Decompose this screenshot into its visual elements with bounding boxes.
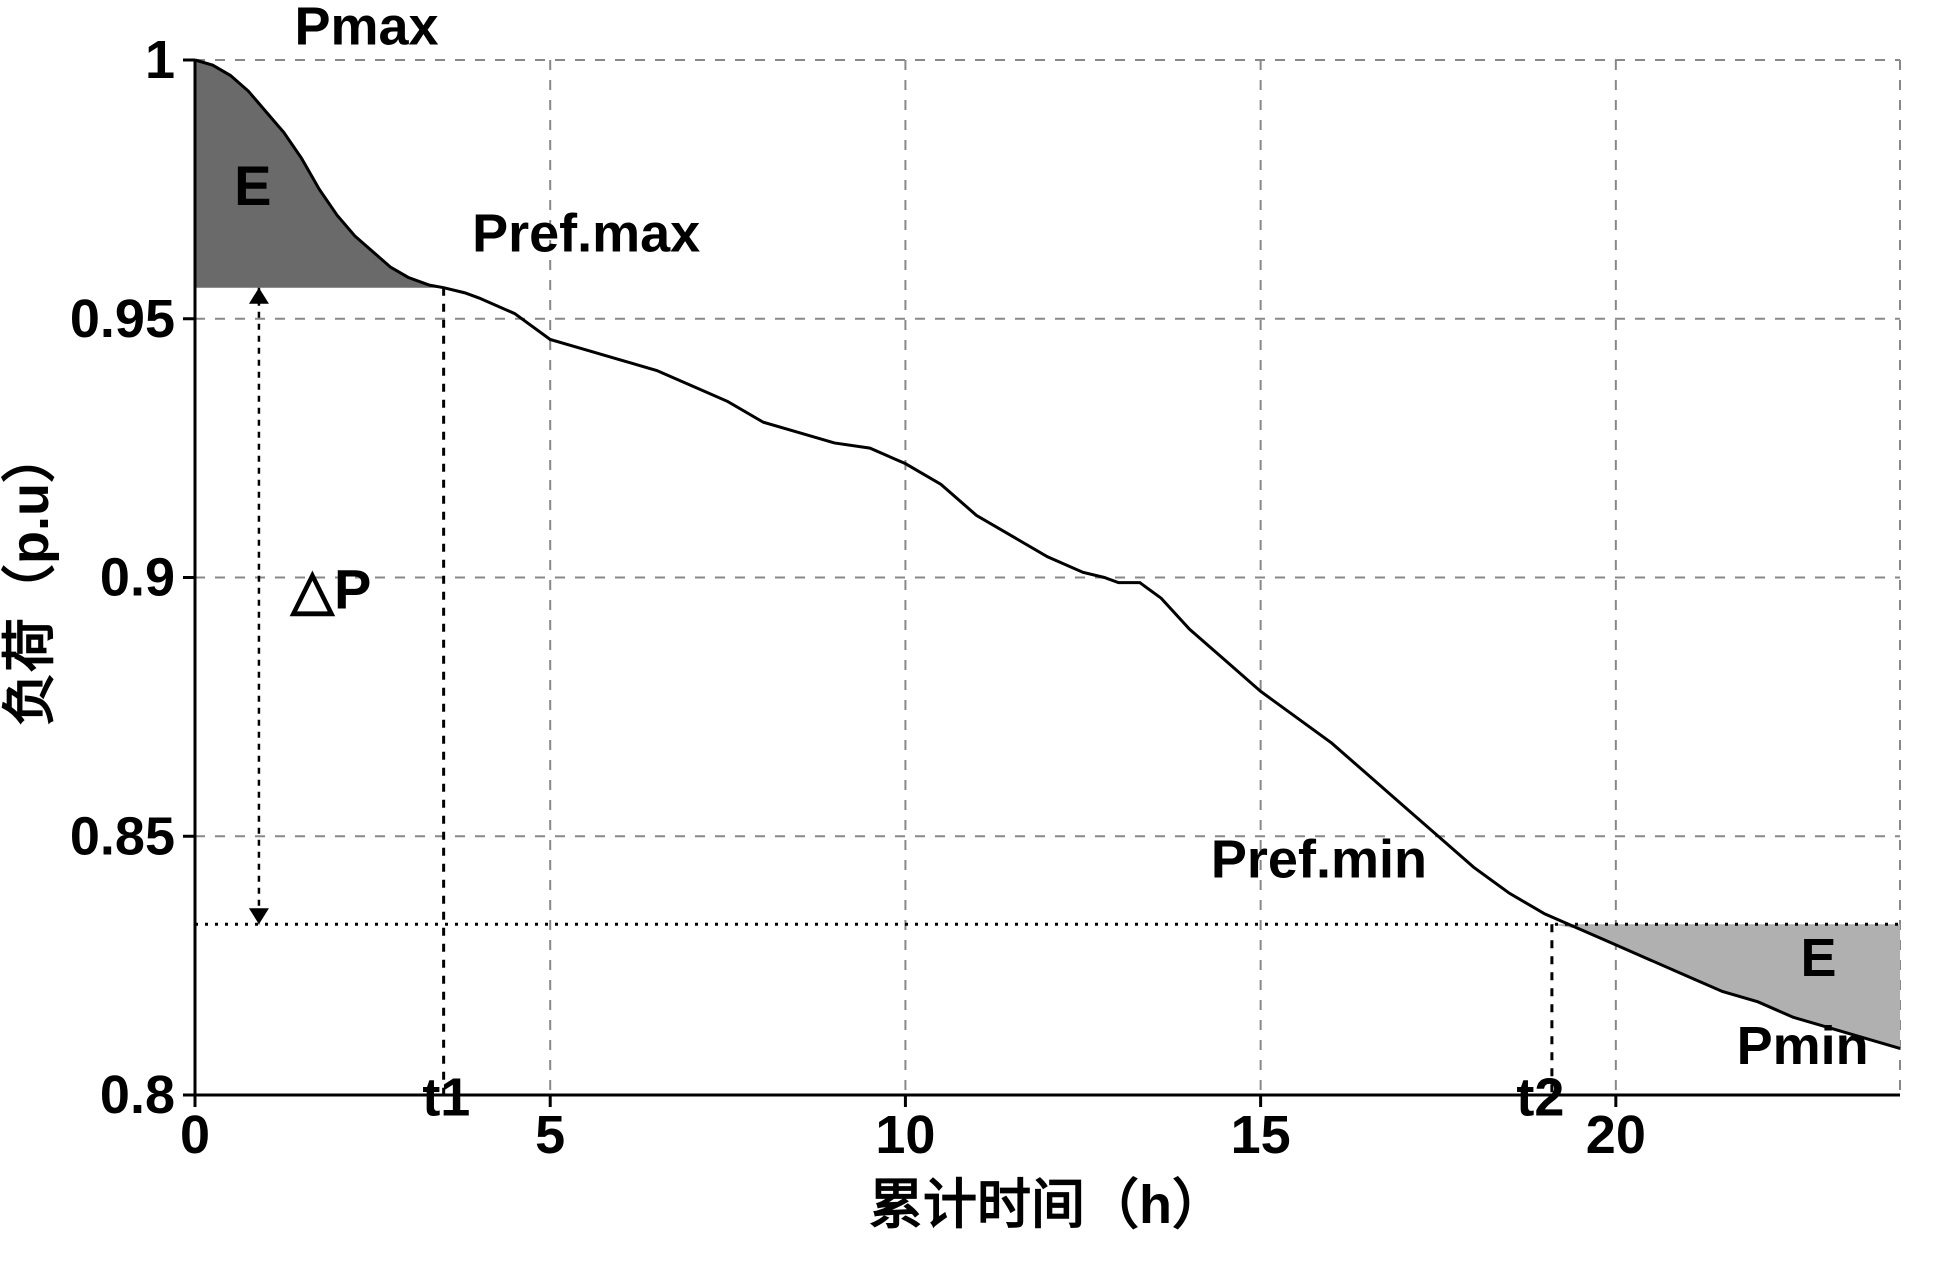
annotation-E_bot: E	[1801, 928, 1837, 988]
x-axis-label: 累计时间（h）	[869, 1175, 1226, 1235]
y-tick-label: 0.8	[100, 1065, 175, 1125]
annotation-Prefmax: Pref.max	[472, 203, 700, 263]
annotation-t1: t1	[422, 1068, 470, 1128]
x-tick-label: 15	[1231, 1105, 1291, 1165]
shaded-region-top	[195, 60, 444, 288]
y-tick-label: 0.95	[70, 289, 175, 349]
annotation-Pmin: Pmin	[1737, 1016, 1869, 1076]
x-tick-label: 20	[1586, 1105, 1646, 1165]
x-tick-label: 0	[180, 1105, 210, 1165]
y-tick-label: 0.9	[100, 548, 175, 608]
annotation-Pmax: Pmax	[294, 0, 438, 56]
load-curve	[195, 60, 1900, 1048]
annotation-Prefmin: Pref.min	[1211, 830, 1427, 890]
x-tick-label: 5	[535, 1105, 565, 1165]
load-duration-chart: 0 5 10 15 20 累计时间（h） 0.8 0.85 0.9 0.95 1 负荷（p.u） Pma…	[0, 0, 1950, 1261]
y-tick-label: 1	[145, 30, 175, 90]
y-axis-label: 负荷（p.u）	[0, 429, 60, 726]
annotation-DeltaP: △P	[289, 558, 371, 621]
annotation-t2: t2	[1516, 1068, 1564, 1128]
annotation-E_top: E	[234, 154, 271, 217]
x-tick-label: 10	[875, 1105, 935, 1165]
y-tick-label: 0.85	[70, 806, 175, 866]
